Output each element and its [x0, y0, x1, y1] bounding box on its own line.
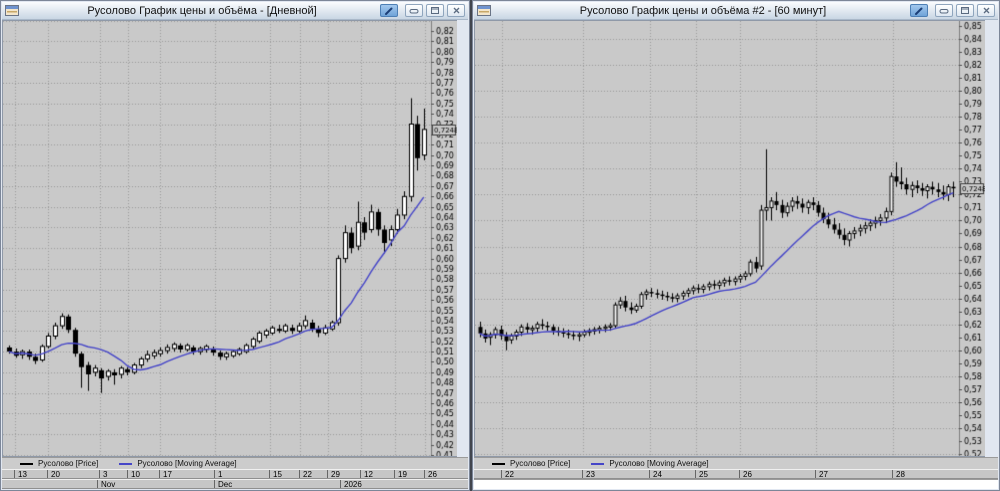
x-axis-label: 26: [424, 470, 437, 478]
x-axis-days[interactable]: 13 20 3 10 17 1 15 22 29 12 19 26: [2, 469, 468, 479]
x-axis-label: Nov: [97, 480, 115, 488]
x-axis-label: 24: [649, 470, 662, 478]
legend-price-label: Русолово [Price]: [38, 459, 99, 468]
legend-ma-label: Русолово [Moving Average]: [609, 459, 709, 468]
close-button[interactable]: [447, 4, 465, 17]
window-frame-strip: [985, 20, 998, 457]
restore-button[interactable]: [956, 4, 974, 17]
draw-tool-button[interactable]: [910, 4, 928, 17]
close-button[interactable]: [977, 4, 995, 17]
window-icon: [5, 5, 20, 17]
x-axis-label: 23: [582, 470, 595, 478]
price-chart-daily[interactable]: [2, 20, 457, 457]
window-frame-strip: [457, 20, 468, 457]
ma-line-swatch: [591, 462, 605, 465]
price-line-swatch: [20, 462, 33, 465]
draw-tool-button[interactable]: [380, 4, 398, 17]
legend-price-label: Русолово [Price]: [510, 459, 571, 468]
x-axis-label: 3: [99, 470, 107, 478]
restore-button[interactable]: [426, 4, 444, 17]
ma-line-swatch: [119, 462, 133, 465]
legend-daily: Русолово [Price] Русолово [Moving Averag…: [2, 457, 468, 469]
x-axis-days[interactable]: 22 23 24 25 26 27 28: [474, 469, 998, 479]
window-title: Русолово График цены и объёма #2 - [60 м…: [579, 4, 827, 17]
x-axis-label: 15: [269, 470, 282, 478]
x-axis-label: 17: [159, 470, 172, 478]
window-icon: [477, 5, 492, 17]
bottom-panel: [474, 479, 998, 489]
x-axis-label: 28: [892, 470, 905, 478]
titlebar-60min[interactable]: Русолово График цены и объёма #2 - [60 м…: [474, 2, 998, 20]
x-axis-label: 25: [695, 470, 708, 478]
x-axis-label: 10: [127, 470, 140, 478]
minimize-button[interactable]: [405, 4, 423, 17]
legend-ma-label: Русолово [Moving Average]: [137, 459, 237, 468]
titlebar-daily[interactable]: Русолово График цены и объёма - [Дневной…: [2, 2, 468, 20]
x-axis-months[interactable]: Nov Dec 2026: [2, 479, 468, 489]
price-line-swatch: [492, 462, 505, 465]
window-title: Русолово График цены и объёма - [Дневной…: [87, 4, 317, 17]
x-axis-label: 19: [394, 470, 407, 478]
x-axis-label: 27: [815, 470, 828, 478]
minimize-button[interactable]: [935, 4, 953, 17]
x-axis-label: 13: [14, 470, 27, 478]
x-axis-label: Dec: [214, 480, 232, 488]
price-chart-60min[interactable]: [474, 20, 985, 457]
x-axis-label: 12: [360, 470, 373, 478]
legend-60min: Русолово [Price] Русолово [Moving Averag…: [474, 457, 998, 469]
x-axis-label: 2026: [340, 480, 362, 488]
x-axis-label: 1: [214, 470, 222, 478]
chart-window-60min: Русолово График цены и объёма #2 - [60 м…: [472, 0, 1000, 491]
x-axis-label: 22: [299, 470, 312, 478]
x-axis-label: 29: [327, 470, 340, 478]
x-axis-label: 20: [47, 470, 60, 478]
x-axis-label: 26: [739, 470, 752, 478]
x-axis-label: 22: [501, 470, 514, 478]
chart-window-daily: Русолово График цены и объёма - [Дневной…: [0, 0, 470, 491]
